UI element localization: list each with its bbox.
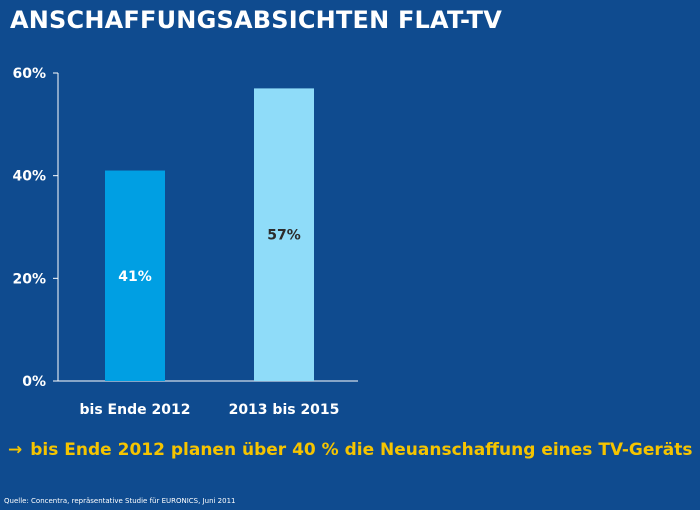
data-label: 41% <box>118 269 152 285</box>
arrow-right-icon: → <box>8 440 23 460</box>
bar <box>105 170 165 381</box>
source-note: Quelle: Concentra, repräsentative Studie… <box>4 497 236 505</box>
y-tick-label: 0% <box>22 374 46 390</box>
y-tick-label: 20% <box>12 271 46 287</box>
bar-chart: 0% 20% 40% 60% 41% bis Ende 2012 57% 2013 bis … <box>12 66 358 418</box>
chart-title: ANSCHAFFUNGSABSICHTEN FLAT-TV <box>10 6 502 34</box>
data-label: 57% <box>267 228 301 244</box>
y-tick-label: 40% <box>12 169 46 185</box>
bar <box>254 88 314 382</box>
y-tick-label: 60% <box>12 66 46 82</box>
takeaway-text: bis Ende 2012 planen über 40 % die Neuan… <box>30 440 693 460</box>
x-category-label: bis Ende 2012 <box>80 402 191 418</box>
x-category-label: 2013 bis 2015 <box>229 402 340 418</box>
takeaway-line: → bis Ende 2012 planen über 40 % die Neua… <box>8 440 693 460</box>
